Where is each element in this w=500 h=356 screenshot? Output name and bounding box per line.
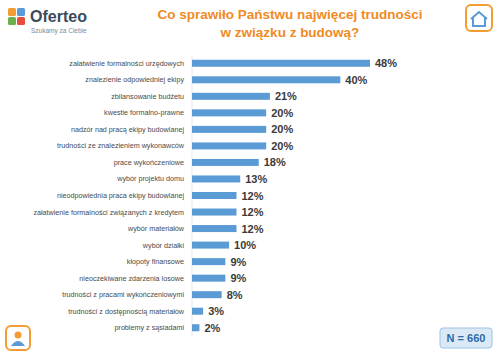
sample-badge — [440, 328, 492, 348]
category-label: trudności ze znalezieniem wykonawców — [57, 141, 185, 150]
category-label: znalezienie odpowiedniej ekipy — [85, 75, 184, 84]
data-label: 12% — [242, 190, 264, 202]
data-label: 20% — [271, 140, 293, 152]
person-frame — [6, 326, 30, 350]
bar — [192, 324, 199, 331]
bar — [192, 192, 237, 199]
logo-square — [17, 8, 25, 16]
bar — [192, 291, 222, 298]
category-label: wybór materiałów — [127, 224, 185, 233]
chart-svg: Oferteo Szukamy za Ciebie Co sprawiło Pańs… — [0, 0, 500, 356]
bars — [192, 60, 370, 331]
person-icon — [6, 326, 30, 350]
category-label: nieoczekiwane zdarzenia losowe — [79, 274, 184, 283]
data-label: 9% — [230, 272, 246, 284]
bar — [192, 76, 340, 83]
title: Co sprawiło Państwu najwięcej trudności w… — [158, 7, 423, 40]
data-label: 8% — [227, 289, 243, 301]
title-line: Co sprawiło Państwu najwięcej trudności — [158, 7, 423, 22]
bar — [192, 242, 229, 249]
house-shape — [471, 12, 487, 26]
category-label: zbilansowanie budżetu — [111, 92, 184, 101]
data-label: 9% — [230, 256, 246, 268]
category-label: nadzór nad pracą ekipy budowlanej — [71, 125, 184, 134]
chart-root: Oferteo Szukamy za Ciebie Co sprawiło Pańs… — [0, 0, 500, 356]
category-label: kłopoty finansowe — [127, 257, 184, 266]
bar — [192, 258, 225, 265]
logo-square — [17, 17, 25, 25]
category-label: wybór działki — [142, 241, 185, 250]
bar — [192, 126, 266, 133]
bar — [192, 142, 266, 149]
data-label: 13% — [245, 173, 267, 185]
data-label: 18% — [264, 156, 286, 168]
data-label: 10% — [234, 239, 256, 251]
data-label: 20% — [271, 123, 293, 135]
bar — [192, 93, 270, 100]
data-label: 12% — [242, 206, 264, 218]
logo-square — [8, 17, 16, 25]
data-label: 20% — [271, 107, 293, 119]
logo-name: Oferteo — [30, 8, 87, 25]
category-label: trudności z dostępnością materiałów — [68, 307, 185, 316]
bar — [192, 109, 266, 116]
category-label: nieodpowiednia praca ekipy budowlanej — [57, 191, 184, 200]
logo-tagline: Szukamy za Ciebie — [31, 27, 87, 35]
logo-square — [8, 8, 16, 16]
data-label: 21% — [275, 90, 297, 102]
bar — [192, 275, 225, 282]
title-line: w związku z budową? — [220, 25, 360, 40]
bar — [192, 159, 259, 166]
category-label: wybór projektu domu — [116, 174, 184, 183]
data-label: 40% — [345, 74, 367, 86]
house-frame — [466, 5, 492, 31]
bar — [192, 308, 203, 315]
category-label: załatwienie formalności związanych z kre… — [33, 208, 184, 217]
category-label: prace wykończeniowe — [114, 158, 184, 167]
data-label: 3% — [208, 305, 224, 317]
data-label: 2% — [204, 322, 220, 334]
bar — [192, 175, 240, 182]
bar — [192, 60, 370, 67]
data-label: 12% — [242, 223, 264, 235]
person-head — [15, 332, 22, 339]
bar — [192, 225, 237, 232]
category-label: trudności z pracami wykończeniowymi — [62, 290, 184, 299]
logo: Oferteo Szukamy za Ciebie — [8, 8, 87, 35]
bar — [192, 209, 237, 216]
data-label: 48% — [375, 57, 397, 69]
sample-size: N = 660 — [447, 332, 486, 344]
person-body — [11, 341, 25, 346]
category-label: problemy z sąsiadami — [114, 323, 184, 332]
category-label: załatwienie formalności urzędowych — [69, 59, 184, 68]
house-icon — [466, 5, 492, 31]
category-label: kwestie formalno-prawne — [104, 108, 184, 117]
